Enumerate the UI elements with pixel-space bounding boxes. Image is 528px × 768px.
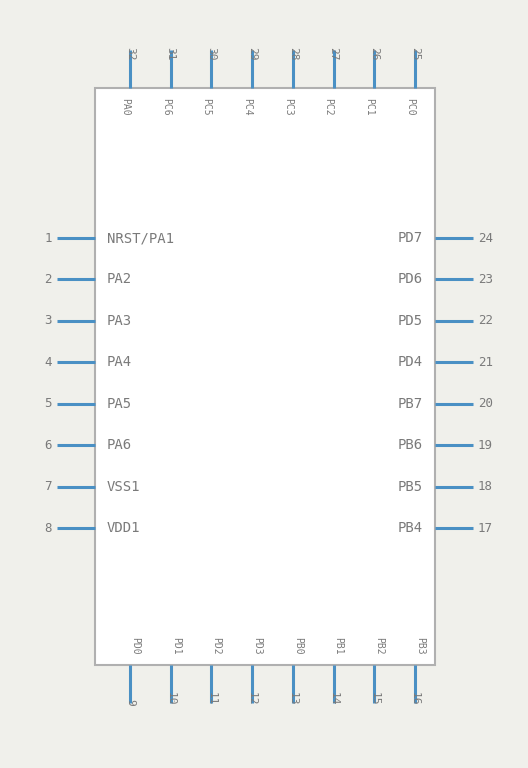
Text: 19: 19 (478, 439, 493, 452)
Text: 11: 11 (206, 693, 216, 706)
Text: 21: 21 (478, 356, 493, 369)
Text: 10: 10 (166, 693, 176, 706)
Text: PB2: PB2 (374, 637, 384, 655)
Text: 5: 5 (44, 397, 52, 410)
Text: VDD1: VDD1 (107, 521, 140, 535)
Text: 30: 30 (206, 47, 216, 61)
Text: 28: 28 (288, 47, 298, 61)
Text: VSS1: VSS1 (107, 479, 140, 494)
Text: 27: 27 (328, 47, 338, 61)
Text: PB3: PB3 (415, 637, 425, 655)
Text: PD7: PD7 (398, 231, 423, 245)
Text: 12: 12 (247, 693, 257, 706)
Bar (95, 88, 435, 665)
Text: PC5: PC5 (201, 98, 211, 116)
Text: 20: 20 (478, 397, 493, 410)
Text: 9: 9 (125, 699, 135, 706)
Text: PB0: PB0 (293, 637, 303, 655)
Text: 8: 8 (44, 521, 52, 535)
Text: 13: 13 (288, 693, 298, 706)
Text: 15: 15 (369, 693, 379, 706)
Text: 16: 16 (410, 693, 420, 706)
Text: 6: 6 (44, 439, 52, 452)
Text: PB7: PB7 (398, 397, 423, 411)
Text: 24: 24 (478, 231, 493, 244)
Text: 4: 4 (44, 356, 52, 369)
Text: PD5: PD5 (398, 314, 423, 328)
Text: PD0: PD0 (130, 637, 140, 655)
Text: PD3: PD3 (252, 637, 262, 655)
Text: PA3: PA3 (107, 314, 132, 328)
Text: PB4: PB4 (398, 521, 423, 535)
Text: PD4: PD4 (398, 356, 423, 369)
Text: 1: 1 (44, 231, 52, 244)
Text: NRST/PA1: NRST/PA1 (107, 231, 174, 245)
Text: PD1: PD1 (171, 637, 181, 655)
Text: 23: 23 (478, 273, 493, 286)
Text: PA6: PA6 (107, 438, 132, 452)
Text: PB5: PB5 (398, 479, 423, 494)
Text: PC0: PC0 (405, 98, 415, 116)
Text: 17: 17 (478, 521, 493, 535)
Text: 26: 26 (369, 47, 379, 61)
Text: PC6: PC6 (161, 98, 171, 116)
Text: 14: 14 (328, 693, 338, 706)
Text: PB6: PB6 (398, 438, 423, 452)
Text: PD6: PD6 (398, 273, 423, 286)
Text: PC3: PC3 (283, 98, 293, 116)
Text: PD2: PD2 (211, 637, 221, 655)
Text: PC2: PC2 (324, 98, 334, 116)
Text: 31: 31 (166, 47, 176, 61)
Text: PA5: PA5 (107, 397, 132, 411)
Text: 25: 25 (410, 47, 420, 61)
Text: 22: 22 (478, 314, 493, 327)
Text: 29: 29 (247, 47, 257, 61)
Text: PA4: PA4 (107, 356, 132, 369)
Text: PC1: PC1 (364, 98, 374, 116)
Text: 18: 18 (478, 480, 493, 493)
Text: PB1: PB1 (334, 637, 344, 655)
Text: 32: 32 (125, 47, 135, 61)
Text: PC4: PC4 (242, 98, 252, 116)
Text: 2: 2 (44, 273, 52, 286)
Text: 7: 7 (44, 480, 52, 493)
Text: PA0: PA0 (120, 98, 130, 116)
Text: 3: 3 (44, 314, 52, 327)
Text: PA2: PA2 (107, 273, 132, 286)
